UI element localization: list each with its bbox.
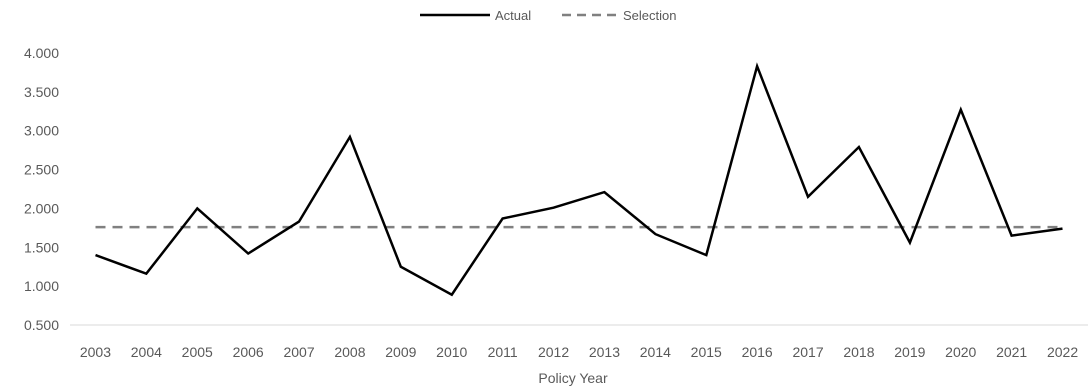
x-tick-label: 2009 — [385, 344, 416, 360]
y-tick-label: 1.500 — [24, 239, 59, 255]
y-axis: 4.000 3.500 3.000 2.500 2.000 1.500 1.000 0.500 — [24, 45, 59, 333]
x-tick-label: 2015 — [691, 344, 722, 360]
x-tick-label: 2014 — [640, 344, 671, 360]
y-tick-label: 3.000 — [24, 123, 59, 139]
x-tick-label: 2017 — [792, 344, 823, 360]
y-tick-label: 2.500 — [24, 162, 59, 178]
x-tick-label: 2013 — [589, 344, 620, 360]
x-tick-label: 2008 — [334, 344, 365, 360]
x-tick-label: 2016 — [742, 344, 773, 360]
x-tick-label: 2007 — [283, 344, 314, 360]
y-tick-label: 0.500 — [24, 317, 59, 333]
x-axis-title: Policy Year — [538, 370, 608, 386]
series-layer — [95, 62, 1063, 297]
x-tick-label: 2022 — [1047, 344, 1078, 360]
y-tick-label: 1.000 — [24, 278, 59, 294]
legend-label-actual: Actual — [495, 8, 531, 23]
x-tick-label: 2003 — [80, 344, 111, 360]
x-tick-label: 2004 — [131, 344, 162, 360]
y-tick-label: 4.000 — [24, 45, 59, 61]
x-tick-label: 2006 — [233, 344, 264, 360]
chart-legend: Actual Selection — [420, 8, 676, 23]
x-tick-label: 2010 — [436, 344, 467, 360]
y-tick-label: 3.500 — [24, 84, 59, 100]
x-tick-label: 2011 — [488, 344, 518, 360]
legend-label-selection: Selection — [623, 8, 676, 23]
series-line-actual — [95, 62, 1063, 297]
x-tick-label: 2005 — [182, 344, 213, 360]
x-tick-label: 2012 — [538, 344, 569, 360]
x-tick-label: 2019 — [894, 344, 925, 360]
x-tick-label: 2018 — [843, 344, 874, 360]
x-tick-label: 2021 — [996, 344, 1027, 360]
x-tick-label: 2020 — [945, 344, 976, 360]
y-tick-label: 2.000 — [24, 200, 59, 216]
x-axis: 2003 2004 2005 2006 2007 2008 2009 2010 2011 2012… — [80, 344, 1078, 360]
